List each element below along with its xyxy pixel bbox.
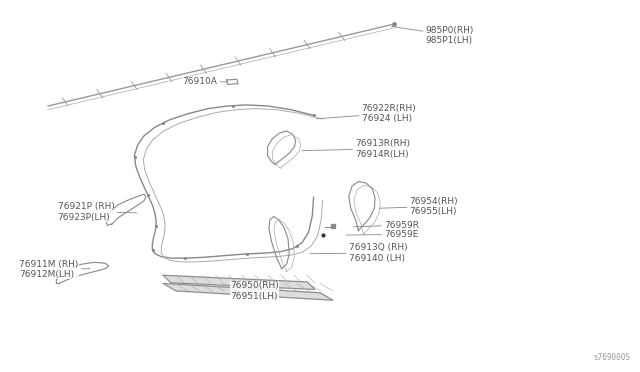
Text: 76913R(RH)
76914R(LH): 76913R(RH) 76914R(LH) (302, 139, 410, 158)
Text: 76911M (RH)
76912M(LH): 76911M (RH) 76912M(LH) (19, 260, 90, 279)
Text: 76954(RH)
76955(LH): 76954(RH) 76955(LH) (379, 197, 458, 216)
Text: 76910A: 76910A (182, 77, 228, 86)
Text: 76959E: 76959E (346, 230, 419, 239)
Text: 985P0(RH)
985P1(LH): 985P0(RH) 985P1(LH) (392, 26, 474, 45)
Text: 76922R(RH)
76924 (LH): 76922R(RH) 76924 (LH) (316, 104, 417, 123)
Text: 76950(RH)
76951(LH): 76950(RH) 76951(LH) (230, 281, 279, 301)
Text: s769000S: s769000S (593, 353, 630, 362)
Polygon shape (163, 283, 333, 300)
Polygon shape (163, 275, 315, 289)
Text: 76921P (RH)
76923P(LH): 76921P (RH) 76923P(LH) (58, 202, 137, 222)
Text: 76913Q (RH)
769140 (LH): 76913Q (RH) 769140 (LH) (310, 243, 408, 263)
Text: 76959R: 76959R (353, 221, 419, 230)
